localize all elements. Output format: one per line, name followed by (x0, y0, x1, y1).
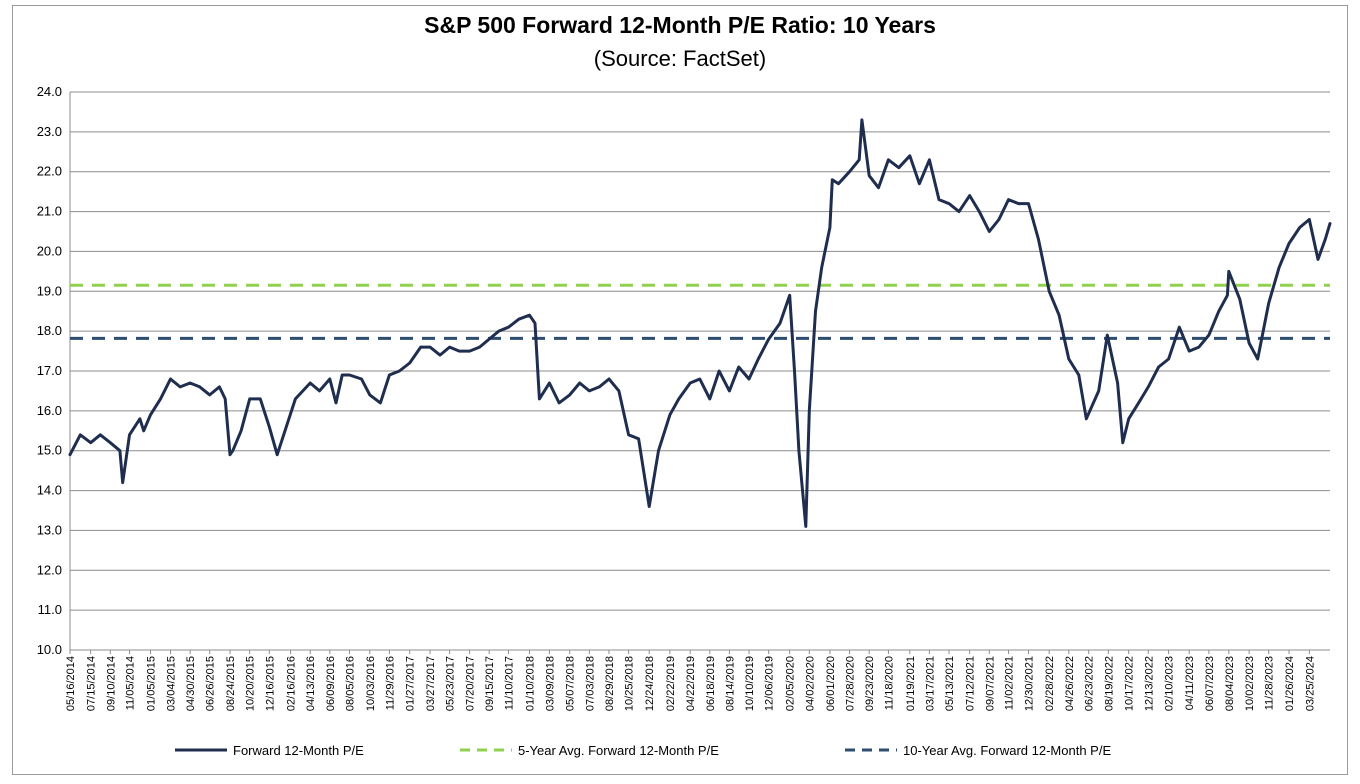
legend: Forward 12-Month P/E 5-Year Avg. Forward … (175, 743, 1111, 758)
y-tick-label: 17.0 (37, 363, 62, 378)
x-tick-label: 11/18/2020 (883, 656, 895, 710)
legend-label: Forward 12-Month P/E (233, 743, 364, 758)
y-tick-label: 14.0 (37, 483, 62, 498)
x-tick-label: 06/09/2016 (325, 656, 337, 711)
x-tick-label: 06/07/2023 (1204, 656, 1216, 711)
x-tick-label: 08/19/2022 (1103, 656, 1115, 711)
x-tick-label: 05/23/2017 (445, 656, 457, 711)
x-tick-label: 04/02/2020 (804, 656, 816, 711)
x-tick-label: 04/11/2023 (1184, 656, 1196, 710)
x-tick-label: 02/28/2022 (1044, 656, 1056, 711)
x-tick-label: 12/06/2019 (764, 656, 776, 711)
chart-title: S&P 500 Forward 12-Month P/E Ratio: 10 Y… (424, 12, 936, 38)
y-tick-label: 16.0 (37, 403, 62, 418)
x-tick-label: 06/18/2019 (705, 656, 717, 711)
x-tick-label: 07/20/2017 (465, 656, 477, 711)
x-tick-label: 01/19/2021 (905, 656, 917, 711)
x-tick-label: 07/12/2021 (965, 656, 977, 711)
y-tick-label: 21.0 (37, 204, 62, 219)
x-axis-ticks: 05/16/2014 07/15/2014 09/10/2014 11/05/2014… (65, 650, 1316, 711)
x-tick-label: 09/10/2014 (105, 656, 117, 711)
legend-item-ten-year-avg: 10-Year Avg. Forward 12-Month P/E (845, 743, 1111, 758)
x-tick-label: 05/13/2021 (944, 656, 956, 711)
x-tick-label: 05/16/2014 (65, 656, 77, 711)
x-tick-label: 03/27/2017 (425, 656, 437, 711)
x-tick-label: 02/16/2016 (286, 656, 298, 711)
y-tick-label: 15.0 (37, 443, 62, 458)
average-lines (70, 283, 1330, 340)
x-tick-label: 09/23/2020 (864, 656, 876, 711)
legend-label: 10-Year Avg. Forward 12-Month P/E (903, 743, 1111, 758)
x-tick-label: 03/25/2024 (1304, 656, 1316, 711)
legend-item-forward-pe: Forward 12-Month P/E (175, 743, 364, 758)
y-tick-label: 20.0 (37, 243, 62, 258)
x-tick-label: 11/28/2023 (1264, 656, 1276, 710)
x-tick-label: 05/07/2018 (565, 656, 577, 711)
x-tick-label: 12/24/2018 (644, 656, 656, 711)
grid-lines (69, 91, 1330, 651)
series-lines (68, 118, 1332, 528)
x-tick-label: 07/28/2020 (845, 656, 857, 711)
x-tick-label: 11/10/2017 (503, 656, 515, 710)
x-tick-label: 03/04/2015 (165, 656, 177, 711)
x-tick-label: 01/26/2024 (1284, 656, 1296, 711)
chart-frame (12, 5, 1348, 775)
x-tick-label: 02/10/2023 (1164, 656, 1176, 711)
y-tick-label: 22.0 (37, 164, 62, 179)
x-tick-label: 04/30/2015 (185, 656, 197, 711)
y-tick-label: 18.0 (37, 323, 62, 338)
x-tick-label: 02/05/2020 (785, 656, 797, 711)
x-tick-label: 09/15/2017 (484, 656, 496, 711)
x-tick-label: 06/01/2020 (825, 656, 837, 711)
y-tick-label: 19.0 (37, 283, 62, 298)
x-tick-label: 01/05/2015 (146, 656, 158, 711)
chart-subtitle: (Source: FactSet) (593, 46, 767, 71)
x-tick-label: 11/29/2016 (384, 656, 396, 710)
x-tick-label: 12/30/2021 (1024, 656, 1036, 711)
y-axis-ticks: 10.0 11.0 12.0 13.0 14.0 15.0 16.0 17.0 18.0 19.0… (37, 84, 62, 657)
x-tick-label: 04/13/2016 (305, 656, 317, 711)
x-tick-label: 10/02/2023 (1244, 656, 1256, 711)
x-tick-label: 08/24/2015 (225, 656, 237, 711)
y-tick-label: 10.0 (37, 642, 62, 657)
x-tick-label: 03/09/2018 (544, 656, 556, 711)
legend-label: 5-Year Avg. Forward 12-Month P/E (518, 743, 719, 758)
x-tick-label: 08/04/2023 (1224, 656, 1236, 711)
x-tick-label: 11/05/2014 (125, 656, 137, 710)
x-tick-label: 11/02/2021 (1004, 656, 1016, 710)
x-tick-label: 06/23/2022 (1084, 656, 1096, 711)
y-tick-label: 12.0 (37, 562, 62, 577)
x-tick-label: 01/27/2017 (405, 656, 417, 711)
x-tick-label: 07/15/2014 (86, 656, 98, 711)
x-tick-label: 08/29/2018 (604, 656, 616, 711)
y-tick-label: 24.0 (37, 84, 62, 99)
legend-item-five-year-avg: 5-Year Avg. Forward 12-Month P/E (460, 743, 719, 758)
forward-pe-line (68, 118, 1332, 528)
x-tick-label: 04/22/2019 (685, 656, 697, 711)
x-tick-label: 12/13/2022 (1143, 656, 1155, 711)
x-tick-label: 10/25/2018 (624, 656, 636, 711)
y-tick-label: 11.0 (38, 602, 62, 617)
x-tick-label: 01/10/2018 (524, 656, 536, 711)
x-tick-label: 02/22/2019 (665, 656, 677, 711)
y-tick-label: 23.0 (37, 124, 62, 139)
x-tick-label: 08/05/2016 (344, 656, 356, 711)
x-tick-label: 12/16/2015 (264, 656, 276, 711)
x-tick-label: 10/10/2019 (744, 656, 756, 711)
x-tick-label: 07/03/2018 (584, 656, 596, 711)
x-tick-label: 06/26/2015 (205, 656, 217, 711)
x-tick-label: 09/07/2021 (984, 656, 996, 711)
x-tick-label: 10/03/2016 (365, 656, 377, 711)
x-tick-label: 03/17/2021 (924, 656, 936, 711)
y-tick-label: 13.0 (37, 522, 62, 537)
x-tick-label: 08/14/2019 (724, 656, 736, 711)
x-tick-label: 10/17/2022 (1124, 656, 1136, 711)
x-tick-label: 10/20/2015 (245, 656, 257, 711)
x-tick-label: 04/26/2022 (1064, 656, 1076, 711)
